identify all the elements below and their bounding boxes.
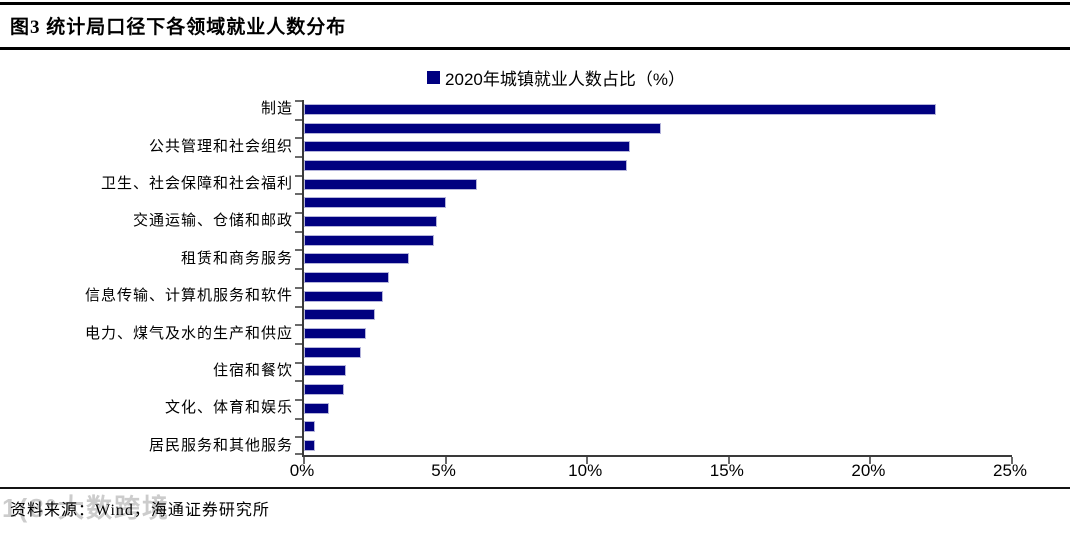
x-axis-tick-label: 20% (851, 461, 886, 480)
bar (304, 421, 316, 433)
footer-rule (0, 487, 1070, 489)
y-axis-tick (295, 286, 302, 289)
watermark: 1(8°大数跨境 (2, 493, 170, 523)
category-label: 交通运输、仓储和邮政 (132, 213, 293, 230)
value-axis-labels: 0% 5% 10% 15% 20% 25% (290, 461, 1027, 483)
bar (304, 402, 330, 414)
bar (304, 197, 446, 209)
y-axis-tick (295, 453, 302, 455)
y-axis-tick (295, 268, 302, 271)
category-label: 公共管理和社会组织 (148, 138, 293, 155)
category-label: 居民服务和其他服务 (148, 437, 293, 454)
category-label: 租赁和商务服务 (180, 250, 293, 267)
bar (304, 384, 344, 396)
y-axis-tick (295, 193, 302, 196)
y-axis-tick (295, 156, 302, 159)
bar (304, 365, 347, 377)
y-axis-tick (295, 174, 302, 177)
bar (304, 141, 630, 153)
x-axis-tick (727, 457, 730, 464)
category-axis-labels: 制造公共管理和社会组织卫生、社会保障和社会福利交通运输、仓储和邮政租赁和商务服务… (0, 100, 293, 455)
category-label: 电力、煤气及水的生产和供应 (84, 325, 293, 342)
y-axis-tick (295, 436, 302, 439)
source-note: 资料来源：Wind，海通证券研究所 (10, 502, 270, 519)
bar (304, 440, 316, 452)
y-axis-tick (295, 100, 302, 102)
bar (304, 234, 435, 246)
x-axis-tick-label: 10% (568, 461, 603, 480)
category-label: 文化、体育和娱乐 (164, 400, 293, 417)
top-rule (0, 2, 1070, 5)
category-label: 卫生、社会保障和社会福利 (100, 176, 293, 193)
x-axis-tick (869, 457, 872, 464)
bar (304, 309, 375, 321)
bar (304, 290, 384, 302)
legend-label: 2020年城镇就业人数占比（%） (445, 70, 685, 89)
bar (304, 103, 936, 115)
y-axis-tick (295, 342, 302, 345)
x-axis-tick (444, 457, 447, 464)
y-axis-tick (295, 398, 302, 401)
y-axis-tick (295, 230, 302, 233)
y-axis-tick (295, 417, 302, 420)
x-axis-tick-label: 5% (431, 461, 456, 480)
y-axis-tick (295, 212, 302, 215)
x-axis-tick-label: 25% (992, 461, 1028, 480)
y-axis-tick (295, 380, 302, 383)
legend-swatch-icon (427, 71, 441, 84)
x-axis-tick (586, 457, 589, 464)
bar (304, 178, 477, 190)
x-axis-tick (1011, 457, 1013, 464)
bar (304, 272, 389, 283)
x-axis-tick (303, 457, 305, 464)
y-axis-tick (295, 305, 302, 308)
plot-area (295, 100, 1013, 464)
category-label: 信息传输、计算机服务和软件 (84, 288, 293, 305)
chart-legend: 2020年城镇就业人数占比（%） (0, 65, 1070, 90)
bar (304, 159, 627, 171)
y-axis-tick (295, 361, 302, 364)
bar (304, 253, 409, 265)
bar (304, 328, 367, 340)
y-axis-tick (295, 137, 302, 140)
category-label: 住宿和餐饮 (212, 362, 293, 379)
category-label: 制造 (260, 101, 293, 118)
y-axis-tick (295, 118, 302, 121)
bar (304, 215, 438, 227)
bar (304, 346, 361, 358)
x-axis-tick-label: 15% (709, 461, 744, 480)
page-title: 图3 统计局口径下各领域就业人数分布 (10, 17, 347, 38)
y-axis-tick (295, 324, 302, 327)
x-axis-tick-label: 0% (289, 461, 315, 480)
title-underline-rule (0, 47, 1070, 50)
y-axis-tick (295, 249, 302, 252)
bar (304, 122, 661, 134)
